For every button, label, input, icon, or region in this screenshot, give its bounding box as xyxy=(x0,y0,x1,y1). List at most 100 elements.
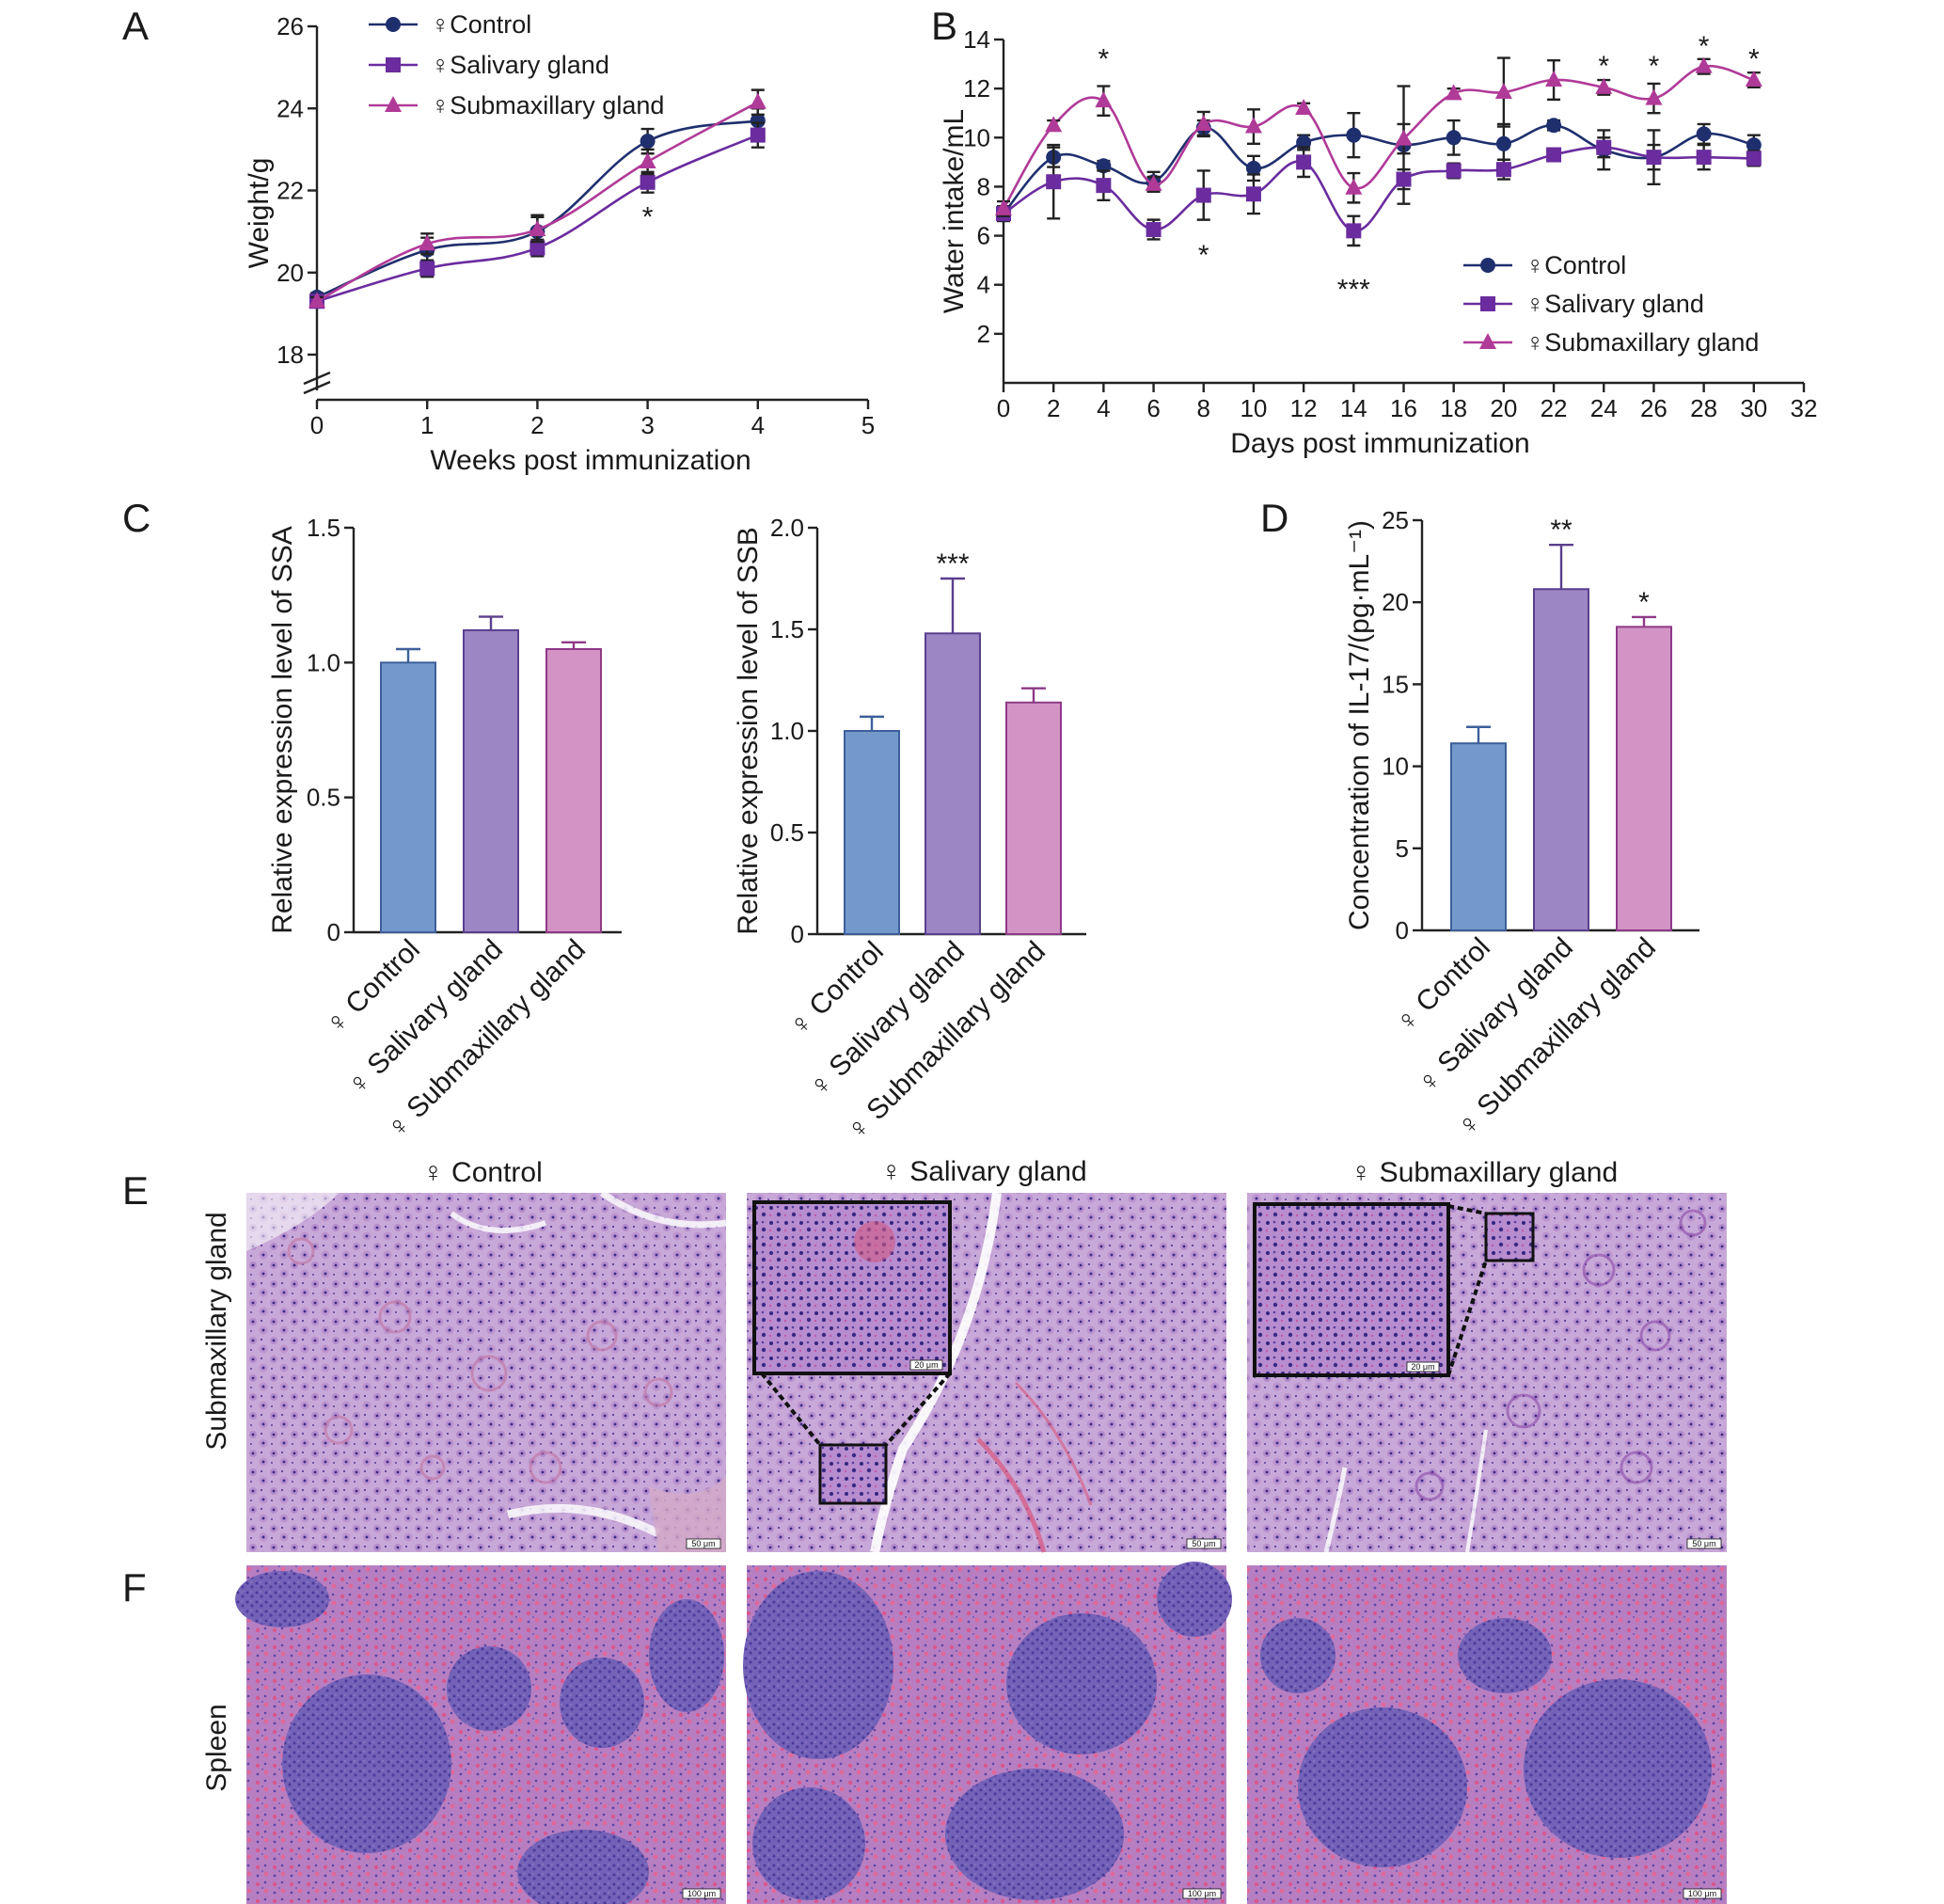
error-bar xyxy=(1549,543,1573,590)
histology-column-title-submaxillary: ♀ Submaxillary gland xyxy=(1351,1157,1618,1188)
scale-bar-e-control: 50 μm xyxy=(691,1539,715,1548)
data-point xyxy=(1346,127,1362,143)
y-tick-label: 2.0 xyxy=(770,514,804,542)
y-tick-label: 6 xyxy=(977,222,990,250)
y-axis-label: Relative expression level of SSB xyxy=(733,527,764,935)
data-point xyxy=(1495,162,1511,178)
x-tick-label: 20 xyxy=(1490,394,1517,422)
y-tick-label: 2 xyxy=(977,320,990,348)
y-tick-label: 0.5 xyxy=(307,784,340,812)
data-point xyxy=(1646,150,1662,166)
data-point xyxy=(1595,77,1613,94)
bar xyxy=(1005,701,1062,936)
data-point xyxy=(529,219,546,236)
x-tick-label: 4 xyxy=(751,411,765,439)
data-point xyxy=(1596,139,1612,155)
y-tick-label: 1.0 xyxy=(770,717,804,745)
data-point xyxy=(1445,84,1462,101)
x-tick-label: 0 xyxy=(997,394,1010,422)
y-tick-label: 1.0 xyxy=(307,648,340,676)
y-axis-label: Concentration of IL-17/(pg·mL⁻¹) xyxy=(1344,520,1375,930)
scale-bar-f-submaxillary: 100 μm xyxy=(1688,1889,1716,1898)
significance-mark: * xyxy=(1598,51,1609,82)
data-point xyxy=(1395,129,1413,146)
scale-bar-e-salivary: 50 μm xyxy=(1192,1539,1215,1548)
significance-mark: *** xyxy=(1337,274,1370,305)
data-point xyxy=(529,240,545,256)
y-tick-label: 25 xyxy=(1382,506,1409,534)
legend-marker xyxy=(1480,258,1495,273)
data-point xyxy=(308,292,325,309)
series-submaxillary-gland xyxy=(995,56,1762,217)
data-point xyxy=(419,234,436,251)
data-point xyxy=(1046,174,1062,190)
bar xyxy=(1533,588,1589,931)
x-tick-label: 1 xyxy=(420,411,434,439)
x-axis-label: Weeks post immunization xyxy=(430,445,751,476)
y-tick-label: 0 xyxy=(1396,916,1409,944)
x-tick-label: 22 xyxy=(1541,394,1568,422)
legend-marker xyxy=(386,57,401,72)
y-tick-label: 0 xyxy=(327,918,340,946)
data-point xyxy=(1146,222,1162,238)
data-point xyxy=(1345,178,1363,195)
data-point xyxy=(750,113,766,129)
y-tick-label: 12 xyxy=(963,74,990,103)
y-tick-label: 0.5 xyxy=(770,818,804,847)
x-tick-label: 28 xyxy=(1690,394,1717,422)
data-point xyxy=(1095,91,1113,108)
panel-letter-d: D xyxy=(1260,496,1288,540)
micrograph-control-submaxillary: 50 μm xyxy=(246,1190,727,1552)
y-tick-label: 20 xyxy=(1382,588,1409,616)
chart-b: 0 2 4 6 8 10 12 14 16 18 20 22 24 26 28 30 322468101214D… xyxy=(939,25,1817,459)
x-tick-label: 3 xyxy=(640,411,654,439)
data-point xyxy=(750,127,766,143)
legend-label: ♀Control xyxy=(1525,251,1626,279)
y-tick-label: 1.5 xyxy=(770,615,804,643)
y-axis-label: Water intake/mL xyxy=(939,109,970,313)
significance-mark: * xyxy=(1198,240,1209,271)
category-label: ♀ Salivary gland xyxy=(341,934,509,1102)
scale-bar-e-inset-salivary: 20 μm xyxy=(914,1360,938,1370)
data-point xyxy=(1245,160,1261,176)
legend-label: ♀Submaxillary gland xyxy=(431,91,664,119)
legend-label: ♀Control xyxy=(431,10,531,39)
significance-mark: * xyxy=(1649,51,1660,82)
error-bar xyxy=(860,715,884,731)
data-point xyxy=(1746,151,1762,167)
error-bar xyxy=(1021,687,1046,703)
data-point xyxy=(1096,178,1112,194)
chart-a: 0 1 2 3 4 5 18 20 22 24 26 Weeks post immunization W… xyxy=(244,10,875,476)
legend-marker xyxy=(386,17,401,32)
data-point xyxy=(1145,174,1162,191)
x-tick-label: 10 xyxy=(1240,394,1267,422)
data-point xyxy=(1745,71,1762,87)
bar xyxy=(463,628,519,934)
data-point xyxy=(640,174,656,190)
data-point xyxy=(995,198,1012,215)
bar xyxy=(1450,742,1507,932)
series-line xyxy=(316,119,759,299)
data-point xyxy=(1096,158,1112,174)
panel-letter-e: E xyxy=(122,1168,149,1213)
data-point xyxy=(1295,99,1313,115)
significance-mark: * xyxy=(1098,43,1110,74)
x-axis-label: Days post immunization xyxy=(1230,428,1529,459)
data-point xyxy=(419,261,435,277)
series-line xyxy=(1003,146,1754,232)
significance-mark: * xyxy=(1638,587,1650,618)
y-tick-label: 22 xyxy=(277,177,304,205)
scale-bar-e-inset-submaxillary: 20 μm xyxy=(1411,1362,1434,1372)
y-tick-label: 20 xyxy=(277,259,304,287)
significance-mark: * xyxy=(1699,31,1710,62)
x-tick-label: 26 xyxy=(1640,394,1667,422)
y-tick-label: 24 xyxy=(277,94,304,122)
data-point xyxy=(1195,187,1211,203)
scale-bar-f-control: 100 μm xyxy=(688,1889,716,1898)
y-tick-label: 5 xyxy=(1396,834,1409,863)
x-tick-label: 18 xyxy=(1440,394,1467,422)
series-submaxillary-gland xyxy=(308,88,767,309)
data-point xyxy=(1396,171,1412,187)
